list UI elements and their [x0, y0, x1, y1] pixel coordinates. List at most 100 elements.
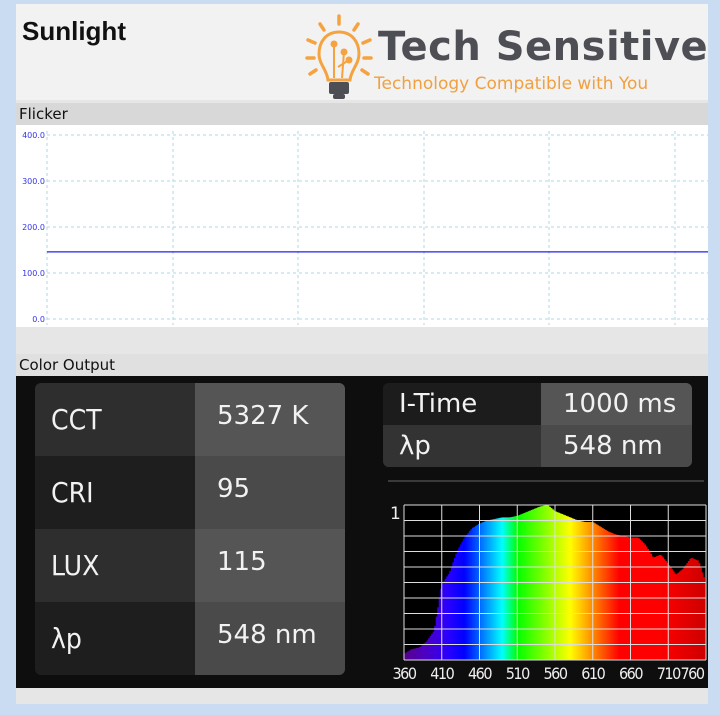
spectrum-bar	[600, 527, 603, 660]
metric-label: CCT	[51, 403, 102, 436]
spectrum-bar	[642, 542, 645, 660]
spectrum-bar	[408, 650, 411, 660]
x-tick-label: 710	[657, 664, 681, 683]
spectrum-bar	[607, 531, 610, 660]
spectrum-bar	[426, 640, 429, 660]
spectrum-bar	[627, 537, 630, 660]
metric-value: 115	[195, 529, 345, 602]
spectrum-bar	[505, 517, 508, 660]
spectrum-bar	[449, 571, 452, 660]
metric-row-peak-wavelength: λp 548 nm	[35, 602, 345, 675]
spectrum-bar	[548, 506, 551, 660]
spectrum-bar	[628, 537, 631, 660]
x-tick-label: 560	[544, 664, 568, 683]
spectrum-bar	[576, 520, 579, 660]
spectrum-bar	[515, 516, 518, 660]
spectrum-bar	[508, 517, 511, 660]
spectrum-bar	[453, 558, 456, 660]
spectrum-bar	[662, 557, 665, 660]
spectrum-bar	[577, 520, 580, 660]
spectrum-bar	[518, 514, 521, 660]
spectrum-bar	[636, 537, 639, 660]
spectrum-chart: 360 410 460 510 560 610 660 710 760 1	[390, 504, 707, 683]
spectrum-bar	[535, 508, 538, 660]
spectrum-bar	[574, 519, 577, 660]
spectrum-bar	[672, 571, 675, 660]
spectrum-bar	[461, 541, 464, 660]
spectrum-bar	[468, 531, 471, 660]
spectrum-bar	[527, 511, 530, 660]
spectrum-bar	[423, 643, 426, 660]
spectrum-bar	[571, 518, 574, 660]
x-tick-label: 760	[681, 664, 705, 683]
spectrum-bar	[458, 547, 461, 660]
spectrum-bar	[583, 521, 586, 660]
logo-brand: Tech Sensitive	[378, 24, 709, 70]
spectrum-bar	[704, 581, 707, 660]
spectrum-bar	[447, 574, 450, 660]
spectrum-bar	[562, 514, 565, 660]
color-output-label: Color Output	[16, 354, 708, 376]
spectrum-bar	[440, 588, 443, 660]
spectrum-bar	[653, 557, 656, 660]
metric-value: 548 nm	[195, 602, 345, 675]
y-tick-label: 100.0	[22, 269, 45, 278]
spectrum-bar	[425, 642, 428, 660]
spectrum-bar	[660, 555, 663, 660]
spectrum-bar	[663, 559, 666, 660]
spectrum-bar	[589, 522, 592, 660]
metric-value: 95	[195, 456, 345, 529]
spectrum-bar	[573, 518, 576, 660]
page-title: Sunlight	[22, 16, 126, 46]
spectrum-bar	[551, 509, 554, 660]
spectrum-bar	[422, 644, 425, 660]
spectrum-bar	[633, 537, 636, 660]
spectrum-bar	[431, 633, 434, 660]
metric-label: CRI	[51, 476, 94, 509]
spectrum-bar	[647, 549, 650, 660]
spectrum-bar	[675, 574, 678, 660]
spectrum-bar	[465, 534, 468, 660]
spectrum-bar	[659, 554, 662, 660]
spectrum-bar	[701, 572, 704, 660]
spectrum-bar	[687, 560, 690, 660]
x-tick-label: 660	[619, 664, 643, 683]
spectrum-bar	[650, 553, 653, 660]
spectrum-bar	[585, 522, 588, 660]
spectrum-bar	[482, 522, 485, 660]
spectrum-bar	[502, 517, 505, 660]
spectrum-bar	[481, 522, 483, 660]
spectrum-bar	[564, 515, 566, 660]
spectrum-bar	[490, 519, 492, 660]
spectrum-bar	[485, 520, 488, 660]
metrics-table: CCT 5327 K CRI 95 LUX 115 λp 548 nm	[35, 383, 345, 675]
spectrum-bar	[639, 539, 642, 660]
spectrum-bar	[497, 518, 500, 660]
spectrum-bar	[520, 514, 523, 660]
spectrum-bar	[648, 551, 651, 660]
spectrum-bar	[616, 534, 619, 660]
spectrum-bar	[651, 556, 654, 660]
flicker-label: Flicker	[16, 103, 708, 125]
spectrum-bar	[568, 517, 571, 660]
settings-table: I-Time 1000 ms λp 548 nm	[383, 383, 692, 467]
spectrum-bar	[488, 520, 491, 660]
spectrum-bar	[428, 638, 431, 660]
spectrum-bar	[452, 562, 455, 660]
spectrum-bar	[514, 516, 517, 660]
spectrum-bar	[603, 529, 606, 660]
spectrum-bar	[550, 508, 553, 660]
spectrum-bar	[434, 625, 437, 660]
setting-label: λp	[399, 431, 431, 461]
spectrum-bar	[592, 522, 595, 660]
spectrum-bar	[444, 578, 447, 660]
metric-label: LUX	[51, 549, 100, 582]
spectrum-bar	[690, 558, 693, 660]
spectrum-bar	[474, 525, 477, 660]
spectrum-bar	[586, 522, 589, 660]
spectrum-bar	[638, 538, 640, 660]
spectrum-bar	[437, 607, 440, 660]
spectrum-bar	[702, 577, 705, 660]
spectrum-bar	[610, 532, 613, 660]
x-tick-label: 610	[581, 664, 605, 683]
